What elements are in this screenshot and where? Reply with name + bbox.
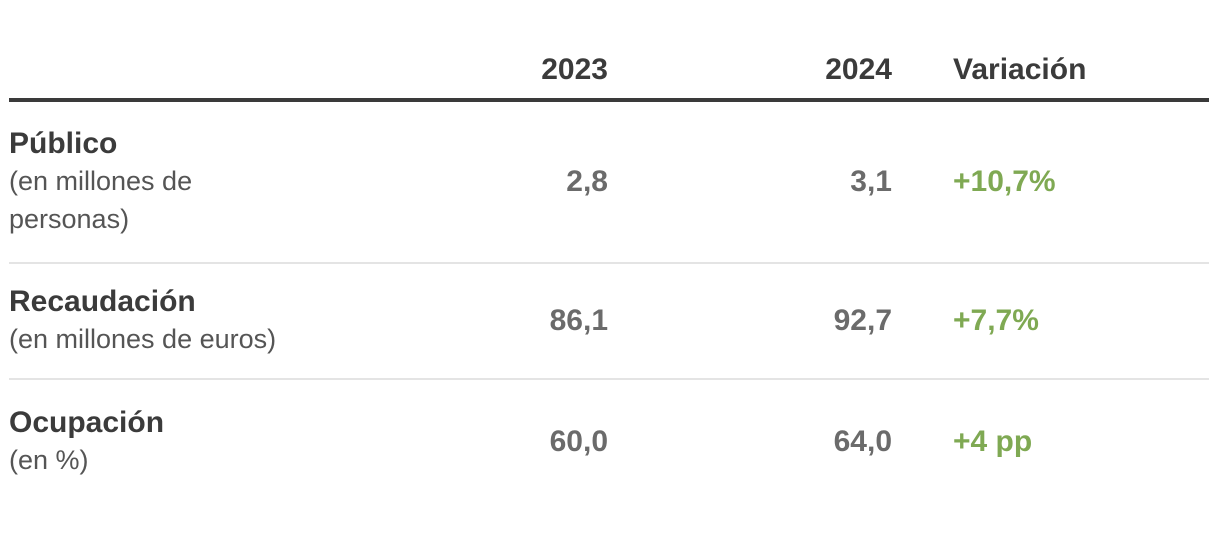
metric-label: Recaudación (9, 285, 196, 319)
metric-label: Público (9, 127, 118, 161)
value-2023: 86,1 (549, 304, 608, 337)
header-variacion: Variación (953, 53, 1087, 86)
metric-label-cell: Recaudación (en millones de euros) (9, 283, 488, 358)
value-2023: 2,8 (566, 165, 608, 198)
variation-value: +7,7% (953, 304, 1039, 337)
table-row-ocupacion: Ocupación (en %) 60,0 64,0 +4 pp (9, 378, 1209, 504)
metric-sublabel: (en %) (9, 444, 89, 475)
metric-sublabel: (en millones de personas) (9, 165, 193, 234)
value-2024: 64,0 (833, 425, 892, 458)
comparison-table: 2023 2024 Variación Público (en millones… (9, 0, 1209, 504)
variation-value: +10,7% (953, 165, 1056, 198)
variation-value: +4 pp (953, 425, 1033, 458)
value-2023: 60,0 (549, 425, 608, 458)
header-2023: 2023 (541, 53, 608, 86)
metric-sublabel: (en millones de euros) (9, 323, 277, 354)
metric-label-cell: Ocupación (en %) (9, 404, 488, 479)
header-2024: 2024 (825, 53, 892, 86)
value-2024: 92,7 (833, 304, 892, 337)
value-2024: 3,1 (850, 165, 892, 198)
metric-label-cell: Público (en millones de personas) (9, 125, 488, 238)
table-header-row: 2023 2024 Variación (9, 0, 1209, 102)
table-row-recaudacion: Recaudación (en millones de euros) 86,1 … (9, 262, 1209, 378)
table-row-publico: Público (en millones de personas) 2,8 3,… (9, 102, 1209, 262)
metric-label: Ocupación (9, 406, 165, 440)
